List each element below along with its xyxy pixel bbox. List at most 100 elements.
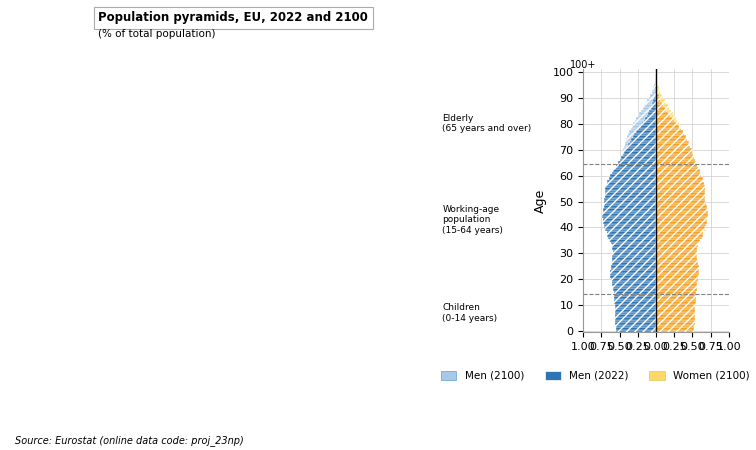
Bar (656, 177, 702, 180)
Text: Children
(0-14 years): Children (0-14 years) (442, 303, 497, 323)
Bar (656, 265, 692, 268)
Bar (656, 330, 689, 333)
Bar (615, 315, 656, 317)
Bar (618, 218, 656, 221)
Bar (656, 143, 686, 146)
Bar (618, 200, 656, 203)
Bar (618, 247, 656, 249)
Bar (605, 187, 656, 190)
Bar (656, 216, 708, 218)
Bar (611, 278, 656, 281)
Bar (656, 91, 661, 94)
Bar (656, 234, 702, 237)
Bar (656, 193, 692, 195)
Bar (653, 86, 656, 89)
Bar (635, 120, 656, 122)
Bar (656, 213, 692, 216)
Bar (644, 104, 656, 107)
Bar (604, 224, 656, 226)
Bar (656, 237, 692, 239)
Bar (656, 156, 694, 159)
Bar (621, 322, 656, 325)
Bar (616, 330, 656, 333)
Bar (612, 262, 656, 265)
Bar (656, 206, 707, 208)
Bar (614, 296, 656, 299)
Bar (623, 151, 656, 153)
Bar (656, 198, 692, 200)
Bar (656, 320, 695, 322)
Bar (625, 140, 656, 143)
Bar (656, 109, 666, 112)
Bar (618, 273, 656, 275)
Legend: Men (2100), Men (2022), Women (2100), Women (2022): Men (2100), Men (2022), Women (2100), Wo… (436, 367, 756, 385)
Bar (656, 216, 692, 218)
Bar (618, 187, 656, 190)
Bar (618, 184, 656, 187)
Bar (652, 91, 656, 94)
Bar (656, 302, 696, 304)
Bar (643, 120, 656, 122)
Bar (618, 162, 656, 164)
Bar (621, 156, 656, 159)
Bar (656, 130, 683, 133)
Bar (656, 120, 674, 122)
Bar (618, 242, 656, 244)
Bar (629, 130, 656, 133)
Bar (656, 122, 677, 125)
Bar (656, 304, 696, 306)
Bar (652, 102, 656, 104)
Bar (612, 247, 656, 249)
Bar (618, 268, 656, 270)
Bar (609, 239, 656, 242)
Bar (656, 221, 707, 224)
Bar (614, 293, 656, 296)
Bar (656, 174, 701, 177)
Bar (618, 213, 656, 216)
Bar (656, 135, 686, 138)
Bar (621, 312, 656, 315)
Bar (631, 138, 656, 140)
Bar (650, 94, 656, 97)
Bar (656, 89, 660, 91)
Bar (604, 203, 656, 206)
Bar (622, 153, 656, 156)
Bar (613, 249, 656, 252)
Bar (614, 302, 656, 304)
Bar (604, 206, 656, 208)
Bar (656, 252, 692, 255)
Bar (647, 99, 656, 102)
Bar (628, 133, 656, 135)
Bar (618, 206, 656, 208)
Bar (656, 112, 673, 115)
Bar (618, 244, 656, 247)
Bar (656, 226, 692, 229)
Bar (656, 262, 692, 265)
Bar (656, 200, 705, 203)
Bar (606, 231, 656, 234)
Bar (656, 244, 698, 247)
Bar (620, 293, 656, 296)
Bar (656, 162, 690, 164)
Bar (656, 97, 663, 99)
Bar (656, 208, 707, 211)
Bar (656, 278, 692, 281)
Bar (656, 252, 697, 255)
Bar (656, 128, 680, 130)
Bar (656, 281, 692, 283)
Bar (656, 146, 690, 148)
Bar (656, 293, 696, 296)
Bar (604, 226, 656, 229)
Bar (656, 239, 700, 242)
Bar (656, 146, 687, 148)
Text: 100+: 100+ (570, 60, 596, 70)
Bar (610, 174, 656, 177)
Bar (613, 169, 656, 172)
Bar (618, 260, 656, 262)
Bar (656, 86, 659, 89)
Bar (618, 265, 656, 268)
Bar (656, 309, 690, 312)
Bar (630, 140, 656, 143)
Y-axis label: Age: Age (534, 189, 547, 213)
Bar (609, 177, 656, 180)
